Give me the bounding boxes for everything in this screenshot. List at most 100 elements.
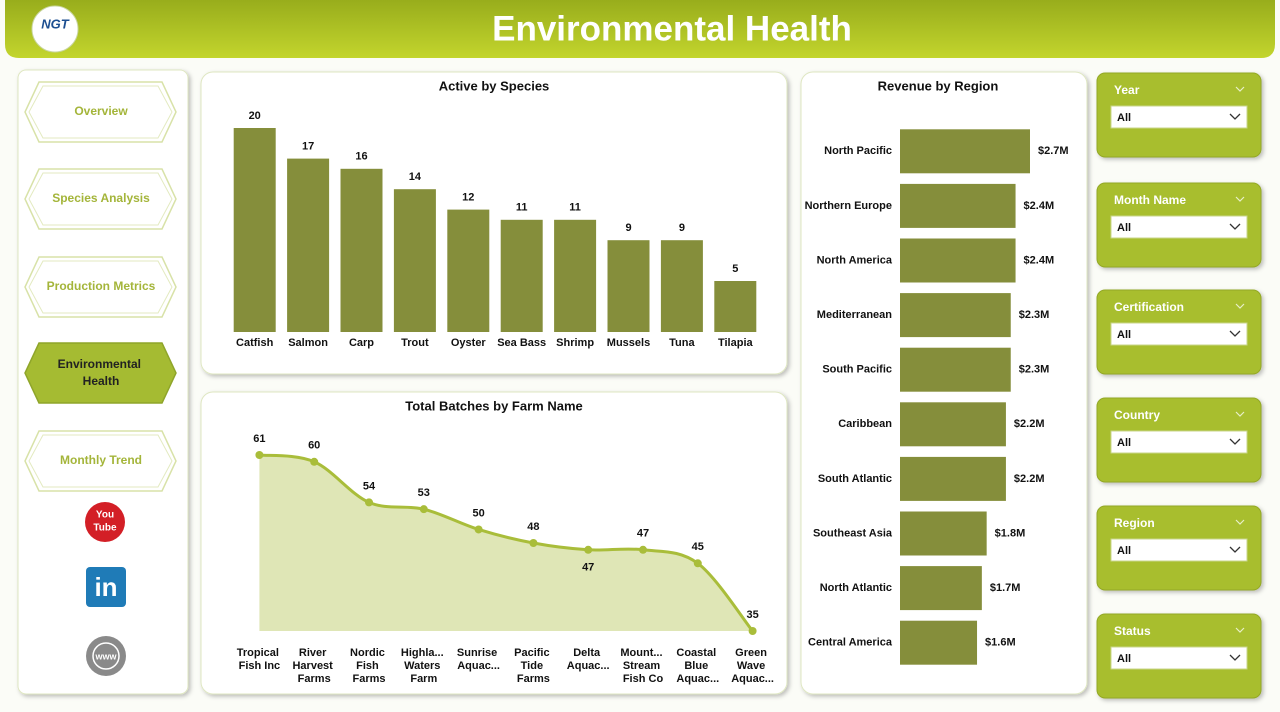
x-tick-label: Nordic Fish Farms — [350, 647, 388, 685]
filter-dropdown[interactable] — [1110, 538, 1248, 562]
dropdown-chevron — [1229, 330, 1241, 337]
linkedin-icon[interactable] — [86, 567, 126, 607]
nav-label: Monthly Trend — [60, 453, 142, 467]
data-label: $2.3M — [1019, 309, 1050, 321]
chart-title: Revenue by Region — [878, 78, 999, 93]
point — [748, 627, 757, 635]
x-tick-label: Delta Aquac... — [567, 647, 610, 672]
y-tick-label: South Pacific — [822, 364, 892, 376]
x-tick-label: Tilapia — [718, 337, 754, 349]
header-bar — [5, 0, 1275, 58]
data-label: $1.6M — [985, 637, 1016, 649]
x-tick-label: Sunrise Aquac... — [457, 647, 500, 672]
bar — [900, 293, 1011, 338]
area — [259, 455, 753, 631]
chart-title: Total Batches by Farm Name — [405, 398, 582, 413]
filter-label: Region — [1114, 516, 1155, 530]
point — [255, 451, 264, 459]
bar — [900, 347, 1011, 392]
nav-button-inner — [28, 85, 173, 139]
nav-label: Environmental Health — [58, 357, 145, 388]
page-title: Environmental Health — [492, 9, 852, 48]
filter-value: All — [1117, 653, 1131, 665]
x-tick-label: Shrimp — [556, 337, 594, 349]
x-tick-label: Mount... Stream Fish Co — [620, 647, 665, 685]
data-label: $2.7M — [1038, 145, 1069, 157]
filter-collapse[interactable] — [1235, 519, 1245, 525]
bar — [233, 128, 276, 332]
filter-collapse[interactable] — [1235, 627, 1245, 633]
data-label: 5 — [732, 263, 738, 275]
bar — [900, 402, 1006, 447]
y-tick-label: Northern Europe — [805, 200, 892, 212]
logo-text: NGT — [41, 16, 70, 31]
bar — [340, 168, 383, 332]
data-label: 50 — [472, 507, 484, 519]
filter-collapse[interactable] — [1235, 196, 1245, 202]
data-label: 48 — [527, 521, 539, 533]
y-tick-label: South Atlantic — [818, 473, 892, 485]
data-label: 9 — [679, 222, 685, 234]
data-label: 53 — [418, 487, 430, 499]
bar — [287, 158, 330, 332]
x-tick-label: Trout — [401, 337, 429, 349]
data-label: 16 — [355, 151, 367, 163]
bar — [900, 566, 982, 611]
filter-dropdown[interactable] — [1110, 215, 1248, 239]
filter-value: All — [1117, 329, 1131, 341]
point — [693, 559, 702, 568]
x-tick-label: Pacific Tide Farms — [514, 647, 553, 685]
bar — [714, 281, 757, 332]
data-label: 11 — [569, 202, 581, 214]
data-label: $2.4M — [1024, 254, 1055, 266]
data-label: 45 — [692, 541, 704, 553]
filter-collapse[interactable] — [1235, 86, 1245, 92]
x-tick-label: Oyster — [451, 337, 487, 349]
nav-label: Species Analysis — [52, 191, 150, 205]
filter-dropdown[interactable] — [1110, 430, 1248, 454]
web-text: www — [94, 651, 117, 661]
data-label: $2.2M — [1014, 418, 1045, 430]
filter-label: Month Name — [1114, 193, 1186, 207]
youtube-icon[interactable] — [85, 502, 125, 542]
filter-value: All — [1117, 545, 1131, 557]
nav-button[interactable] — [24, 342, 177, 404]
bar — [900, 456, 1006, 501]
nav-button-inner — [28, 260, 173, 314]
filter-dropdown[interactable] — [1110, 322, 1248, 346]
data-label: 61 — [253, 433, 265, 445]
filter-collapse[interactable] — [1235, 411, 1245, 417]
logo — [31, 5, 79, 53]
line — [259, 453, 754, 632]
filter-dropdown[interactable] — [1110, 646, 1248, 670]
filter-label: Year — [1114, 83, 1140, 97]
x-tick-label: Salmon — [288, 337, 328, 349]
point — [639, 545, 647, 554]
dropdown-chevron — [1229, 113, 1241, 120]
filter-collapse[interactable] — [1235, 303, 1245, 309]
point — [310, 457, 319, 466]
point — [419, 505, 428, 514]
data-label: $2.4M — [1024, 200, 1055, 212]
data-label: $1.7M — [990, 582, 1021, 594]
x-tick-label: Coastal Blue Aquac... — [676, 647, 719, 685]
nav-label: Overview — [74, 104, 128, 118]
filter-dropdown[interactable] — [1110, 105, 1248, 129]
filter-label: Certification — [1114, 300, 1184, 314]
x-tick-label: Carp — [349, 337, 374, 349]
data-label: $2.3M — [1019, 364, 1050, 376]
data-label: 47 — [582, 562, 594, 574]
data-label: 11 — [516, 202, 528, 214]
x-tick-label: Tuna — [669, 337, 695, 349]
y-tick-label: Caribbean — [838, 418, 892, 430]
bar — [554, 219, 597, 332]
web-icon[interactable] — [86, 636, 126, 676]
youtube-text: You — [96, 510, 114, 521]
filter-value: All — [1117, 437, 1131, 449]
data-label: 54 — [363, 480, 376, 492]
bar — [900, 183, 1016, 228]
chart-title: Active by Species — [439, 78, 550, 93]
point — [529, 539, 538, 547]
bar — [900, 129, 1030, 174]
